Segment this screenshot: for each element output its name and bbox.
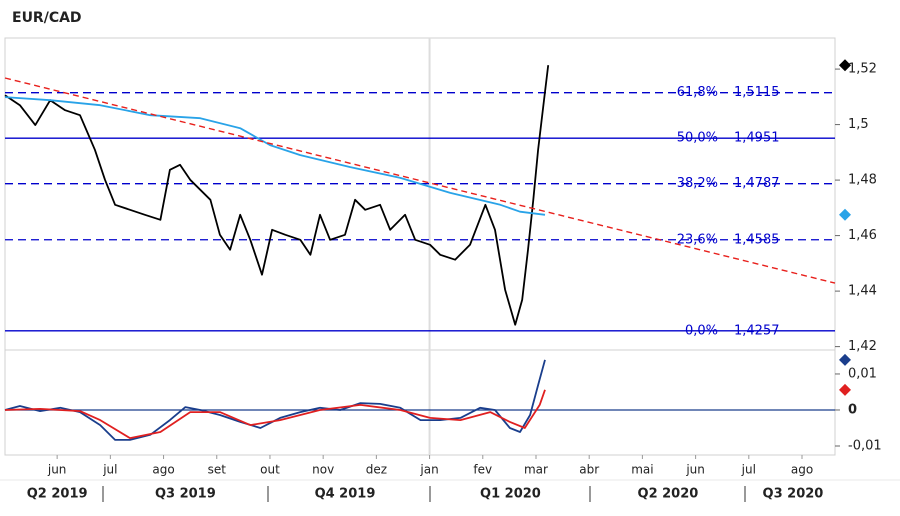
x-tick-label: mar [524, 463, 548, 477]
quarter-label: Q4 2019 [315, 487, 376, 502]
plot-frame [4, 37, 836, 456]
end-marker [839, 59, 851, 72]
x-tick-label: out [260, 463, 280, 477]
end-marker [839, 353, 851, 366]
quarter-label: Q2 2020 [638, 487, 699, 502]
x-tick-label: jan [419, 463, 438, 477]
series-line [4, 359, 546, 441]
x-tick-label: fev [473, 463, 492, 477]
x-tick-label: mai [631, 463, 653, 477]
x-tick-label: ago [791, 463, 813, 477]
fib-name: 0,0% [685, 323, 718, 338]
y-tick-label: 1,46 [848, 228, 877, 243]
x-tick-label: abr [579, 463, 599, 477]
x-tick-label: nov [312, 463, 334, 477]
y-tick-label: 0,01 [848, 366, 877, 381]
fib-value: 1,5115 [734, 85, 780, 100]
fib-name: 38,2% [677, 176, 718, 191]
chart-title: EUR/CAD [12, 10, 82, 26]
quarter-label: Q2 2019 [27, 487, 88, 502]
y-tick-label: 0 [848, 402, 857, 417]
y-tick-label: 1,5 [848, 117, 869, 132]
x-tick-label: jul [102, 463, 117, 477]
series-line [4, 96, 546, 216]
x-tick-label: set [208, 463, 227, 477]
fib-value: 1,4257 [734, 323, 780, 338]
y-tick-label: 1,52 [848, 62, 877, 77]
y-tick-label: 1,42 [848, 339, 877, 354]
series-line [4, 65, 550, 326]
quarter-label: Q3 2020 [763, 487, 824, 502]
fib-value: 1,4585 [734, 232, 780, 247]
x-tick-label: jul [741, 463, 756, 477]
fib-value: 1,4951 [734, 131, 780, 146]
fib-name: 50,0% [677, 131, 718, 146]
end-marker [839, 208, 851, 221]
fib-value: 1,4787 [734, 176, 780, 191]
y-tick-label: 1,48 [848, 173, 877, 188]
y-tick-label: -0,01 [848, 438, 882, 453]
series-line [4, 389, 546, 439]
x-tick-label: dez [366, 463, 387, 477]
quarter-label: Q3 2019 [155, 487, 216, 502]
fib-name: 23,6% [677, 232, 718, 247]
y-tick-label: 1,44 [848, 284, 877, 299]
quarter-label: Q1 2020 [480, 487, 541, 502]
fib-name: 61,8% [677, 85, 718, 100]
series-line [4, 77, 836, 284]
x-tick-label: jun [47, 463, 67, 477]
end-marker [839, 383, 851, 396]
x-tick-label: jun [685, 463, 705, 477]
x-tick-label: ago [152, 463, 174, 477]
